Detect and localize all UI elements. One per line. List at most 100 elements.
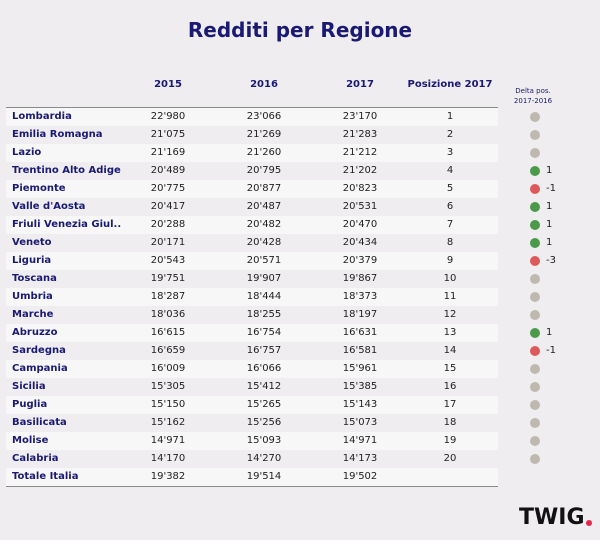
delta-value: 1 bbox=[546, 219, 553, 230]
value-2015: 19'382 bbox=[150, 471, 186, 482]
value-2015: 15'305 bbox=[150, 381, 186, 392]
value-2016: 16'754 bbox=[246, 327, 282, 338]
trend-dot-icon bbox=[530, 436, 540, 446]
trend-dot-icon bbox=[530, 112, 540, 122]
table-row: Emilia Romagna 21'075 21'269 21'283 2 bbox=[6, 126, 498, 144]
delta-row: 1 bbox=[526, 198, 596, 216]
value-2015: 21'075 bbox=[150, 129, 186, 140]
table-row: Sardegna 16'659 16'757 16'581 14 bbox=[6, 342, 498, 360]
table-row: Totale Italia 19'382 19'514 19'502 bbox=[6, 468, 498, 486]
value-2017: 23'170 bbox=[342, 111, 378, 122]
value-2017: 20'470 bbox=[342, 219, 378, 230]
value-2016: 15'256 bbox=[246, 417, 282, 428]
trend-dot-icon bbox=[530, 220, 540, 230]
value-2016: 15'412 bbox=[246, 381, 282, 392]
table-row: Friuli Venezia Giul.. 20'288 20'482 20'470 7 bbox=[6, 216, 498, 234]
position-2017: 5 bbox=[446, 183, 454, 194]
position-2017: 18 bbox=[443, 417, 457, 428]
region-name: Veneto bbox=[12, 237, 52, 248]
delta-value: -1 bbox=[546, 345, 556, 356]
header-2015: 2015 bbox=[154, 79, 182, 90]
delta-row bbox=[526, 108, 596, 126]
value-2015: 20'171 bbox=[150, 237, 186, 248]
value-2016: 14'270 bbox=[246, 453, 282, 464]
value-2015: 20'775 bbox=[150, 183, 186, 194]
value-2016: 20'482 bbox=[246, 219, 282, 230]
value-2015: 16'659 bbox=[150, 345, 186, 356]
delta-value: 1 bbox=[546, 165, 553, 176]
trend-dot-icon bbox=[530, 310, 540, 320]
position-2017: 15 bbox=[443, 363, 457, 374]
trend-dot-icon bbox=[530, 256, 540, 266]
trend-dot-icon bbox=[530, 184, 540, 194]
value-2015: 20'288 bbox=[150, 219, 186, 230]
value-2015: 15'150 bbox=[150, 399, 186, 410]
region-name: Puglia bbox=[12, 399, 48, 410]
table-row: Calabria 14'170 14'270 14'173 20 bbox=[6, 450, 498, 468]
region-name: Sicilia bbox=[12, 381, 46, 392]
region-name: Toscana bbox=[12, 273, 57, 284]
value-2016: 18'255 bbox=[246, 309, 282, 320]
region-name: Totale Italia bbox=[12, 471, 79, 482]
trend-dot-icon bbox=[530, 328, 540, 338]
table-row: Veneto 20'171 20'428 20'434 8 bbox=[6, 234, 498, 252]
region-name: Sardegna bbox=[12, 345, 66, 356]
value-2017: 21'283 bbox=[342, 129, 378, 140]
value-2017: 15'143 bbox=[342, 399, 378, 410]
region-name: Lazio bbox=[12, 147, 42, 158]
delta-row: 1 bbox=[526, 324, 596, 342]
header-2017: 2017 bbox=[346, 79, 374, 90]
position-2017: 7 bbox=[446, 219, 454, 230]
delta-row bbox=[526, 288, 596, 306]
position-2017: 9 bbox=[446, 255, 454, 266]
region-name: Friuli Venezia Giul.. bbox=[12, 219, 122, 230]
value-2017: 20'823 bbox=[342, 183, 378, 194]
table-row: Puglia 15'150 15'265 15'143 17 bbox=[6, 396, 498, 414]
table-row: Lazio 21'169 21'260 21'212 3 bbox=[6, 144, 498, 162]
value-2016: 20'795 bbox=[246, 165, 282, 176]
trend-dot-icon bbox=[530, 346, 540, 356]
value-2016: 21'269 bbox=[246, 129, 282, 140]
region-name: Liguria bbox=[12, 255, 52, 266]
region-name: Calabria bbox=[12, 453, 59, 464]
trend-dot-icon bbox=[530, 382, 540, 392]
trend-dot-icon bbox=[530, 364, 540, 374]
value-2017: 19'867 bbox=[342, 273, 378, 284]
table-row: Abruzzo 16'615 16'754 16'631 13 bbox=[6, 324, 498, 342]
delta-row bbox=[526, 144, 596, 162]
table-row: Lombardia 22'980 23'066 23'170 1 bbox=[6, 108, 498, 126]
value-2015: 18'036 bbox=[150, 309, 186, 320]
value-2017: 14'173 bbox=[342, 453, 378, 464]
position-2017: 11 bbox=[443, 291, 457, 302]
value-2016: 16'757 bbox=[246, 345, 282, 356]
region-name: Lombardia bbox=[12, 111, 72, 122]
value-2015: 18'287 bbox=[150, 291, 186, 302]
value-2017: 21'202 bbox=[342, 165, 378, 176]
table-row: Toscana 19'751 19'907 19'867 10 bbox=[6, 270, 498, 288]
delta-row bbox=[526, 468, 596, 486]
delta-row bbox=[526, 432, 596, 450]
position-2017: 19 bbox=[443, 435, 457, 446]
delta-row bbox=[526, 396, 596, 414]
delta-value: 1 bbox=[546, 237, 553, 248]
delta-row bbox=[526, 414, 596, 432]
trend-dot-icon bbox=[530, 202, 540, 212]
value-2015: 14'971 bbox=[150, 435, 186, 446]
value-2016: 21'260 bbox=[246, 147, 282, 158]
table-row: Valle d'Aosta 20'417 20'487 20'531 6 bbox=[6, 198, 498, 216]
trend-dot-icon bbox=[530, 454, 540, 464]
position-2017: 1 bbox=[446, 111, 454, 122]
delta-row: -1 bbox=[526, 342, 596, 360]
value-2016: 20'487 bbox=[246, 201, 282, 212]
table-row: Campania 16'009 16'066 15'961 15 bbox=[6, 360, 498, 378]
value-2015: 22'980 bbox=[150, 111, 186, 122]
value-2016: 20'877 bbox=[246, 183, 282, 194]
delta-value: 1 bbox=[546, 201, 553, 212]
value-2017: 19'502 bbox=[342, 471, 378, 482]
region-name: Marche bbox=[12, 309, 54, 320]
value-2015: 20'489 bbox=[150, 165, 186, 176]
position-2017 bbox=[410, 468, 490, 486]
trend-dot-icon bbox=[530, 418, 540, 428]
position-2017: 13 bbox=[443, 327, 457, 338]
table-row: Marche 18'036 18'255 18'197 12 bbox=[6, 306, 498, 324]
